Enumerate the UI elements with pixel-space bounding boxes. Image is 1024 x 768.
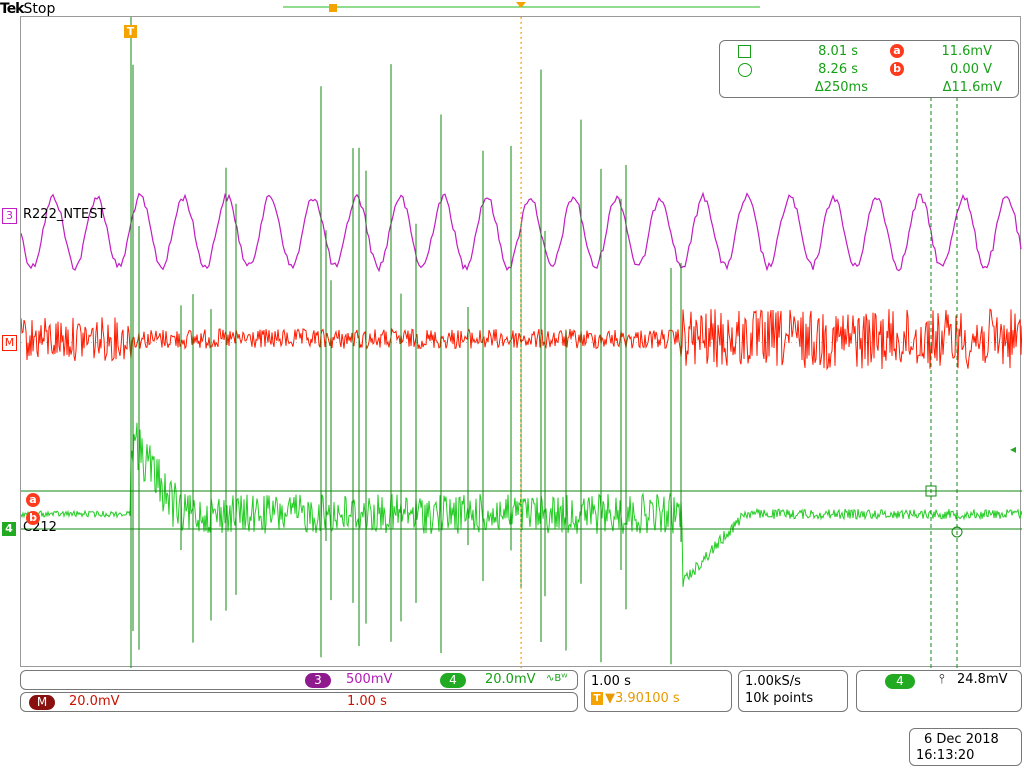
cursor-b-icon: b [890,62,904,76]
math-settings-panel[interactable]: M 20.0mV 1.00 s [20,692,578,712]
math-badge: M [29,695,55,710]
waveform-display[interactable] [20,16,1022,668]
ch3-label: R222_NTEST [23,207,106,222]
ch4-scale: 20.0mV [485,672,536,687]
cursor-delta-v: Δ11.6mV [942,80,1002,95]
rising-edge-icon: ⫯ [939,672,945,687]
sample-rate: 1.00kS/s [745,674,801,689]
brand-status: TekStop [0,0,55,18]
top-ruler [283,2,760,12]
ch4-coupling: ∿Bᵂ [546,673,568,684]
trigger-source-badge: 4 [885,674,915,689]
cursor1-square-icon [738,45,751,58]
acq-status: Stop [23,1,56,17]
ch3-marker[interactable]: 3 [2,208,17,224]
cursor-va: 11.6mV [941,44,992,59]
vertical-settings-panel[interactable]: 3 500mV 4 20.0mV ∿Bᵂ [20,670,578,690]
math-timebase: 1.00 s [347,694,387,709]
waveform-canvas [21,17,1022,668]
ch3-scale: 500mV [346,672,393,687]
cursor2-circle-icon [738,63,752,77]
horizontal-panel[interactable]: 1.00 s T ▼3.90100 s [584,670,732,712]
trigger-level-arrow-icon: ◂ [1010,442,1017,456]
cursor-t2: 8.26 s [818,62,858,77]
trigger-level: 24.8mV [957,672,1008,687]
acquisition-panel[interactable]: 1.00kS/s 10k points [738,670,848,712]
datetime-panel: 6 Dec 2018 16:13:20 [909,728,1022,766]
math-marker[interactable]: M [2,335,17,351]
cursor-1-handle [925,485,937,497]
cursor-readout-panel: 8.01 s a 11.6mV 8.26 s b 0.00 V Δ250ms Δ… [719,40,1019,98]
cursor-a-marker[interactable]: a [26,493,40,507]
record-window-marker [329,4,337,12]
ch4-badge: 4 [440,673,466,688]
date-text: 6 Dec 2018 [924,732,999,747]
horizontal-position: ▼3.90100 s [605,691,680,706]
trigger-point-marker[interactable]: T [124,25,137,38]
trigger-position-icon: T [591,692,603,705]
brand-label: Tek [0,1,24,17]
cursor-delta-t: Δ250ms [814,80,868,95]
cursor-b-marker[interactable]: b [26,511,40,525]
ch3-badge: 3 [305,673,331,688]
time-text: 16:13:20 [916,748,975,763]
cursor-t1: 8.01 s [818,44,858,59]
math-scale: 20.0mV [69,694,120,709]
cursor-2-handle [951,526,963,538]
trigger-position-marker[interactable] [516,2,526,8]
horizontal-scale: 1.00 s [591,674,631,689]
trigger-panel[interactable]: 4 ⫯ 24.8mV [856,670,1022,712]
ch4-marker[interactable]: 4 [2,522,16,536]
record-length: 10k points [745,691,814,706]
cursor-a-icon: a [890,44,904,58]
cursor-vb: 0.00 V [950,62,992,77]
